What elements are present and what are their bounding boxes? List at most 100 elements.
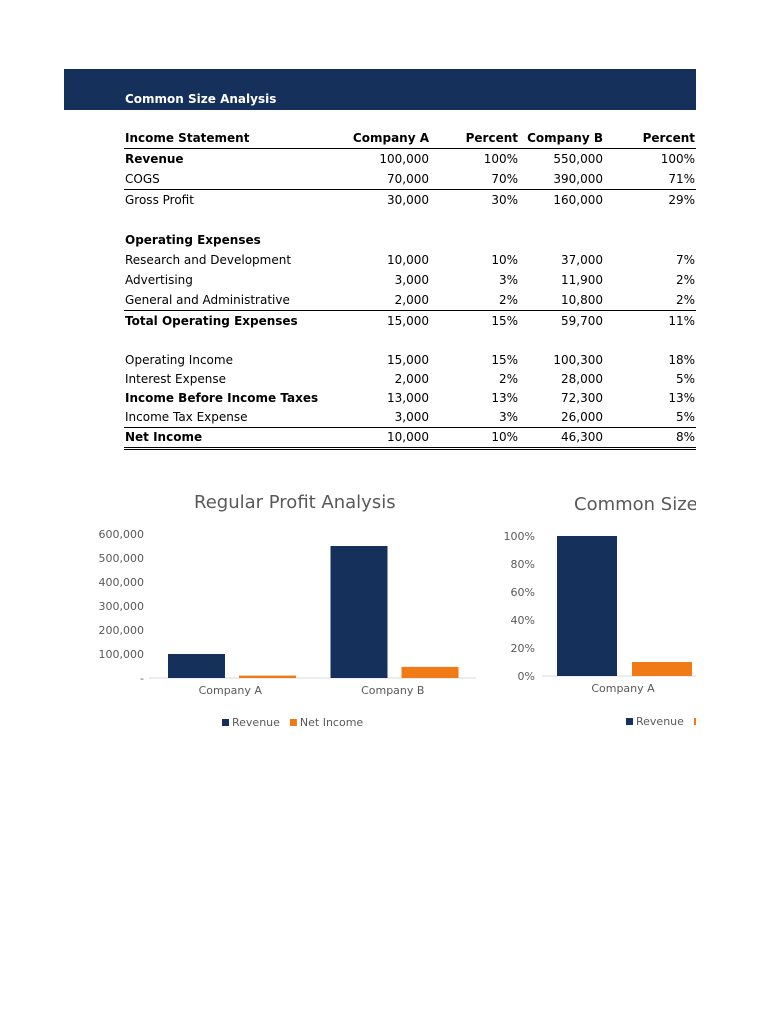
y-tick-label: 0% bbox=[518, 670, 535, 683]
y-tick-label: - bbox=[140, 672, 144, 685]
company-b-percent: 71% bbox=[604, 169, 696, 190]
company-a-value: 30,000 bbox=[387, 193, 429, 207]
company-b-percent: 5% bbox=[604, 408, 696, 428]
x-tick-label: Company B bbox=[361, 684, 424, 697]
table-row: Total Operating Expenses 15,000 15% 59,7… bbox=[124, 311, 696, 332]
company-b-percent: 11% bbox=[668, 314, 695, 328]
table-row: Net Income 10,000 10% 46,300 8% bbox=[124, 427, 696, 450]
table-spacer bbox=[124, 210, 696, 230]
table-row: Interest Expense 2,000 2% 28,000 5% bbox=[124, 370, 696, 389]
table-row: Research and Development 10,000 10% 37,0… bbox=[124, 250, 696, 270]
row-label: Income Before Income Taxes bbox=[125, 391, 319, 405]
y-tick-label: 20% bbox=[511, 642, 535, 655]
bar-revenue bbox=[168, 654, 225, 678]
row-label: Revenue bbox=[125, 152, 184, 166]
table-row: COGS 70,000 70% 390,000 71% bbox=[124, 169, 696, 190]
company-a-percent: 2% bbox=[498, 372, 518, 386]
legend-swatch bbox=[626, 718, 633, 725]
company-b-percent: 8% bbox=[604, 427, 696, 450]
company-b-value: 160,000 bbox=[553, 193, 603, 207]
company-b-value: 11,900 bbox=[561, 273, 603, 287]
regular-profit-chart: - 100,000 200,000 300,000 400,000 500,000 600,… bbox=[99, 528, 476, 729]
row-label: General and Administrative bbox=[124, 290, 334, 311]
y-tick-label: 60% bbox=[511, 586, 535, 599]
company-a-percent: 3% bbox=[498, 273, 518, 287]
y-tick-label: 500,000 bbox=[99, 552, 145, 565]
company-b-percent: 13% bbox=[668, 391, 695, 405]
company-b-percent: 100% bbox=[660, 152, 695, 166]
company-a-percent: 3% bbox=[430, 408, 519, 428]
row-label: Gross Profit bbox=[125, 193, 194, 207]
y-tick-label: 200,000 bbox=[99, 624, 145, 637]
company-b-value: 72,300 bbox=[561, 391, 603, 405]
y-tick-label: 80% bbox=[511, 558, 535, 571]
legend-swatch bbox=[289, 719, 297, 726]
company-a-value: 100,000 bbox=[379, 152, 429, 166]
company-b-percent: 7% bbox=[675, 253, 695, 267]
company-b-value: 10,800 bbox=[519, 290, 604, 311]
table-spacer bbox=[124, 331, 696, 351]
company-a-percent: 13% bbox=[491, 391, 518, 405]
company-a-value: 15,000 bbox=[387, 314, 429, 328]
company-b-value: 46,300 bbox=[519, 427, 604, 450]
section-label: Operating Expenses bbox=[125, 233, 261, 247]
company-a-value: 2,000 bbox=[334, 290, 430, 311]
table-header-row: Income Statement Company A Percent Compa… bbox=[124, 128, 696, 149]
y-tick-label: 100,000 bbox=[99, 648, 145, 661]
table-row: Income Tax Expense 3,000 3% 26,000 5% bbox=[124, 408, 696, 428]
row-label: Income Tax Expense bbox=[124, 408, 334, 428]
company-a-value: 2,000 bbox=[394, 372, 429, 386]
company-a-value: 10,000 bbox=[334, 427, 430, 450]
legend-label: Revenue bbox=[636, 715, 684, 728]
chart-title-common-size: Common Size I bbox=[574, 494, 696, 515]
company-b-value: 37,000 bbox=[561, 253, 603, 267]
table-row: Gross Profit 30,000 30% 160,000 29% bbox=[124, 190, 696, 211]
bar-revenue bbox=[557, 536, 617, 676]
income-statement-table: Income Statement Company A Percent Compa… bbox=[124, 128, 696, 450]
y-tick-label: 400,000 bbox=[99, 576, 145, 589]
legend-swatch bbox=[693, 718, 696, 725]
page-title: Common Size Analysis bbox=[125, 92, 277, 106]
company-a-value: 10,000 bbox=[387, 253, 429, 267]
common-size-chart-clip: Common Size I 0% 20% 40% 60% 80% 100% Company … bbox=[480, 490, 696, 740]
row-label: Research and Development bbox=[125, 253, 292, 267]
column-header: Percent bbox=[604, 128, 696, 149]
x-tick-label: Company A bbox=[591, 682, 655, 695]
y-tick-label: 600,000 bbox=[99, 528, 145, 541]
column-header: Percent bbox=[430, 128, 519, 149]
x-tick-label: Company A bbox=[199, 684, 263, 697]
row-label: Advertising bbox=[125, 273, 193, 287]
company-b-percent: 18% bbox=[668, 353, 695, 367]
row-label: Total Operating Expenses bbox=[125, 314, 298, 328]
company-a-value: 15,000 bbox=[387, 353, 429, 367]
column-header: Company B bbox=[519, 128, 604, 149]
row-label: Operating Income bbox=[125, 353, 233, 367]
company-a-percent: 15% bbox=[491, 353, 518, 367]
legend-label: Net Income bbox=[300, 716, 364, 729]
company-a-percent: 15% bbox=[491, 314, 518, 328]
legend-swatch bbox=[222, 719, 229, 726]
section-header-row: Operating Expenses bbox=[124, 230, 696, 250]
company-b-percent: 2% bbox=[604, 290, 696, 311]
y-tick-label: 40% bbox=[511, 614, 535, 627]
company-a-value: 70,000 bbox=[334, 169, 430, 190]
common-size-chart: 0% 20% 40% 60% 80% 100% Company A Revenue bbox=[504, 530, 696, 728]
title-banner: Common Size Analysis bbox=[64, 69, 696, 110]
company-a-value: 3,000 bbox=[334, 408, 430, 428]
chart-title-regular: Regular Profit Analysis bbox=[194, 492, 396, 513]
table-row: Advertising 3,000 3% 11,900 2% bbox=[124, 270, 696, 290]
table-row: General and Administrative 2,000 2% 10,8… bbox=[124, 290, 696, 311]
row-label: COGS bbox=[124, 169, 334, 190]
company-b-value: 550,000 bbox=[553, 152, 603, 166]
bar-net-income bbox=[401, 666, 459, 678]
company-b-value: 28,000 bbox=[561, 372, 603, 386]
legend-label: Revenue bbox=[232, 716, 280, 729]
bar-net-income bbox=[632, 662, 692, 676]
y-tick-label: 300,000 bbox=[99, 600, 145, 613]
company-b-percent: 29% bbox=[668, 193, 695, 207]
company-a-percent: 10% bbox=[491, 253, 518, 267]
company-a-percent: 70% bbox=[430, 169, 519, 190]
bar-revenue bbox=[330, 546, 388, 678]
y-tick-label: 100% bbox=[504, 530, 535, 543]
company-a-percent: 10% bbox=[430, 427, 519, 450]
